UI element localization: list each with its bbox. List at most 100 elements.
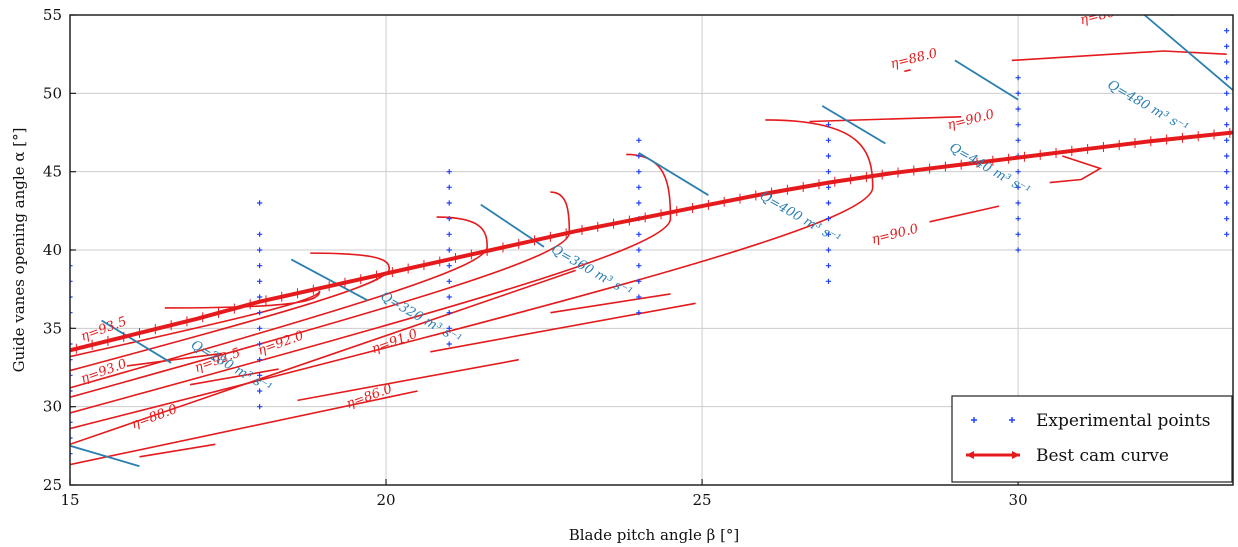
- experimental-point: [636, 200, 642, 206]
- efficiency-contour: [139, 443, 216, 458]
- y-tick-label: 50: [43, 84, 62, 102]
- experimental-point: [1224, 106, 1230, 112]
- efficiency-contour: [70, 153, 672, 414]
- experimental-point: [1015, 90, 1021, 96]
- efficiency-contour: [70, 390, 418, 466]
- experimental-point: [1224, 200, 1230, 206]
- experimental-point: [446, 341, 452, 347]
- efficiency-label: η=88.0: [889, 46, 939, 72]
- experimental-point: [446, 216, 452, 222]
- legend-arrow-left: [966, 451, 974, 459]
- experimental-point: [70, 372, 73, 378]
- efficiency-contour: [929, 205, 1000, 223]
- experimental-point: [1015, 231, 1021, 237]
- experimental-point: [257, 325, 263, 331]
- efficiency-contour: [430, 302, 696, 353]
- legend-box: [951, 395, 1233, 483]
- experimental-point: [1224, 216, 1230, 222]
- efficiency-contour: [70, 252, 390, 372]
- experimental-point: [446, 247, 452, 253]
- experimental-point: [1224, 169, 1230, 175]
- experimental-point: [446, 169, 452, 175]
- experimental-point: [446, 184, 452, 190]
- experimental-point: [257, 247, 263, 253]
- x-axis-title: Blade pitch angle β [°]: [569, 526, 740, 544]
- experimental-point: [70, 341, 73, 347]
- efficiency-contour: [70, 119, 874, 430]
- efficiency-label: η=91.0: [370, 327, 420, 357]
- experimental-point: [1224, 75, 1230, 81]
- efficiency-contour: [70, 269, 576, 446]
- experimental-point: [257, 341, 263, 347]
- experimental-point: [257, 357, 263, 363]
- x-tick-label: 25: [693, 491, 712, 509]
- experimental-point: [1224, 137, 1230, 143]
- axes: 15 20 25 30 25 30 35 40 45 50 55: [43, 6, 1234, 509]
- experimental-point: [825, 153, 832, 159]
- experimental-point: [636, 310, 642, 316]
- efficiency-contour: [550, 293, 671, 314]
- experimental-point: [1224, 153, 1230, 159]
- experimental-point: [257, 310, 263, 316]
- experimental-point: [1015, 106, 1021, 112]
- discharge-contour: [290, 258, 368, 301]
- efficiency-contour: [70, 290, 321, 358]
- experimental-point: [825, 200, 832, 206]
- experimental-point: [70, 388, 73, 394]
- experimental-point: [825, 278, 832, 284]
- best-cam-curve: [70, 130, 1233, 353]
- experimental-point: [1224, 90, 1230, 96]
- experimental-point: [825, 169, 832, 175]
- efficiency-contour: [297, 358, 519, 402]
- experimental-point: [1015, 200, 1021, 206]
- legend: Experimental points Best cam curve: [951, 395, 1233, 483]
- experimental-point: [257, 231, 263, 237]
- experimental-point: [1224, 122, 1230, 128]
- efficiency-contour: [1049, 155, 1103, 184]
- experimental-point: [446, 310, 452, 316]
- experimental-point: [257, 263, 263, 269]
- experimental-point: [1015, 247, 1021, 253]
- experimental-point: [1015, 169, 1021, 175]
- y-tick-label: 35: [43, 319, 62, 337]
- discharge-contour: [954, 59, 1019, 101]
- legend-arrow-right: [1012, 451, 1020, 459]
- experimental-point: [636, 247, 642, 253]
- efficiency-contour: [70, 191, 571, 399]
- experimental-point: [70, 310, 73, 316]
- efficiency-label: η=86.0: [344, 382, 394, 412]
- y-tick-label: 40: [43, 241, 62, 259]
- experimental-point: [825, 247, 832, 253]
- experimental-point: [1015, 184, 1021, 190]
- experimental-point: [257, 388, 263, 394]
- experimental-point: [257, 372, 263, 378]
- discharge-label: Q=440 m³ s⁻¹: [947, 140, 1033, 198]
- legend-label-best-cam-curve: Best cam curve: [1036, 446, 1169, 466]
- x-tick-label: 15: [60, 491, 79, 509]
- experimental-point: [70, 278, 73, 284]
- experimental-point: [636, 278, 642, 284]
- y-tick-label: 25: [43, 476, 62, 494]
- experimental-point: [257, 294, 263, 300]
- discharge-contour: [638, 152, 709, 196]
- experimental-point: [1015, 75, 1021, 81]
- experimental-point: [446, 278, 452, 284]
- experimental-point: [1015, 122, 1021, 128]
- experimental-point: [636, 169, 642, 175]
- discharge-label: Q=480 m³ s⁻¹: [1105, 78, 1191, 136]
- efficiency-contour: [126, 352, 222, 367]
- experimental-point: [636, 153, 642, 159]
- efficiency-contour: [809, 116, 962, 123]
- experimental-point: [446, 325, 452, 331]
- experimental-point: [257, 200, 263, 206]
- experimental-point: [70, 451, 73, 457]
- experimental-point: [825, 263, 832, 269]
- experimental-point: [825, 184, 832, 190]
- experimental-point: [70, 419, 73, 425]
- experimental-point: [446, 231, 452, 237]
- experimental-point: [70, 357, 73, 363]
- experimental-point: [636, 137, 642, 143]
- efficiency-label: η=90.0: [870, 222, 920, 248]
- experimental-point: [70, 435, 73, 441]
